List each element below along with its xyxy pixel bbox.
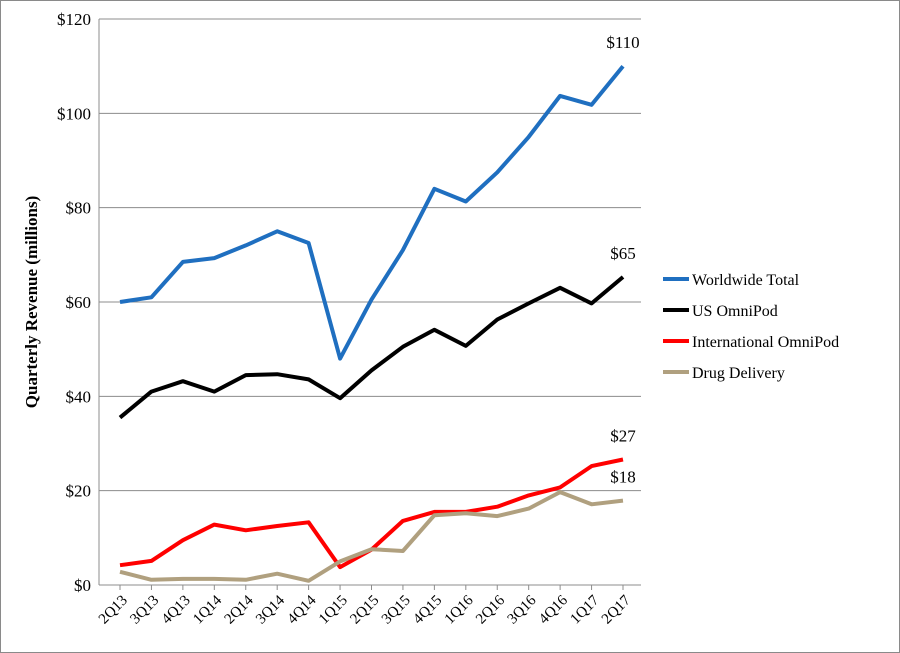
x-tick-label: 4Q13	[159, 593, 194, 628]
y-tick-label: $0	[74, 576, 91, 595]
x-tick-label: 3Q14	[253, 592, 288, 627]
y-tick-label: $40	[66, 387, 92, 406]
y-tick-label: $60	[66, 293, 92, 312]
series-line-drug-delivery	[119, 490, 624, 583]
x-tick-label: 1Q14	[190, 592, 225, 627]
y-tick-label: $120	[57, 10, 91, 29]
end-value-label-us-omnipod: $65	[610, 244, 636, 263]
y-axis-title: Quarterly Revenue (millions)	[22, 196, 41, 408]
x-tick-label: 3Q15	[379, 593, 414, 628]
y-tick-label: $20	[66, 482, 92, 501]
x-tick-label: 4Q16	[536, 592, 571, 627]
x-tick-label: 2Q13	[96, 593, 131, 628]
x-tick-label: 4Q14	[285, 592, 320, 627]
y-tick-label: $100	[57, 104, 91, 123]
legend-label-drug-delivery: Drug Delivery	[692, 365, 785, 382]
series-line-us-omnipod	[118, 275, 625, 420]
y-tick-label: $80	[66, 199, 92, 218]
x-tick-label: 1Q16	[442, 592, 477, 627]
end-value-label-drug-delivery: $18	[610, 468, 636, 487]
x-tick-label: 1Q17	[567, 592, 602, 627]
x-tick-label: 2Q17	[599, 592, 634, 627]
end-value-label-worldwide-total: $110	[606, 33, 639, 52]
series-line-worldwide-total	[119, 64, 625, 361]
x-tick-label: 3Q16	[505, 592, 540, 627]
end-value-label-international-omnipod: $27	[610, 427, 636, 446]
x-tick-label: 4Q15	[410, 593, 445, 628]
legend-label-us-omnipod: US OmniPod	[692, 303, 778, 320]
x-tick-label: 2Q16	[473, 592, 508, 627]
x-tick-label: 2Q14	[222, 592, 257, 627]
x-tick-label: 2Q15	[347, 593, 382, 628]
legend-label-international-omnipod: International OmniPod	[692, 334, 839, 351]
legend-label-worldwide-total: Worldwide Total	[692, 272, 800, 289]
x-tick-label: 1Q15	[316, 593, 351, 628]
x-tick-label: 3Q13	[127, 593, 162, 628]
